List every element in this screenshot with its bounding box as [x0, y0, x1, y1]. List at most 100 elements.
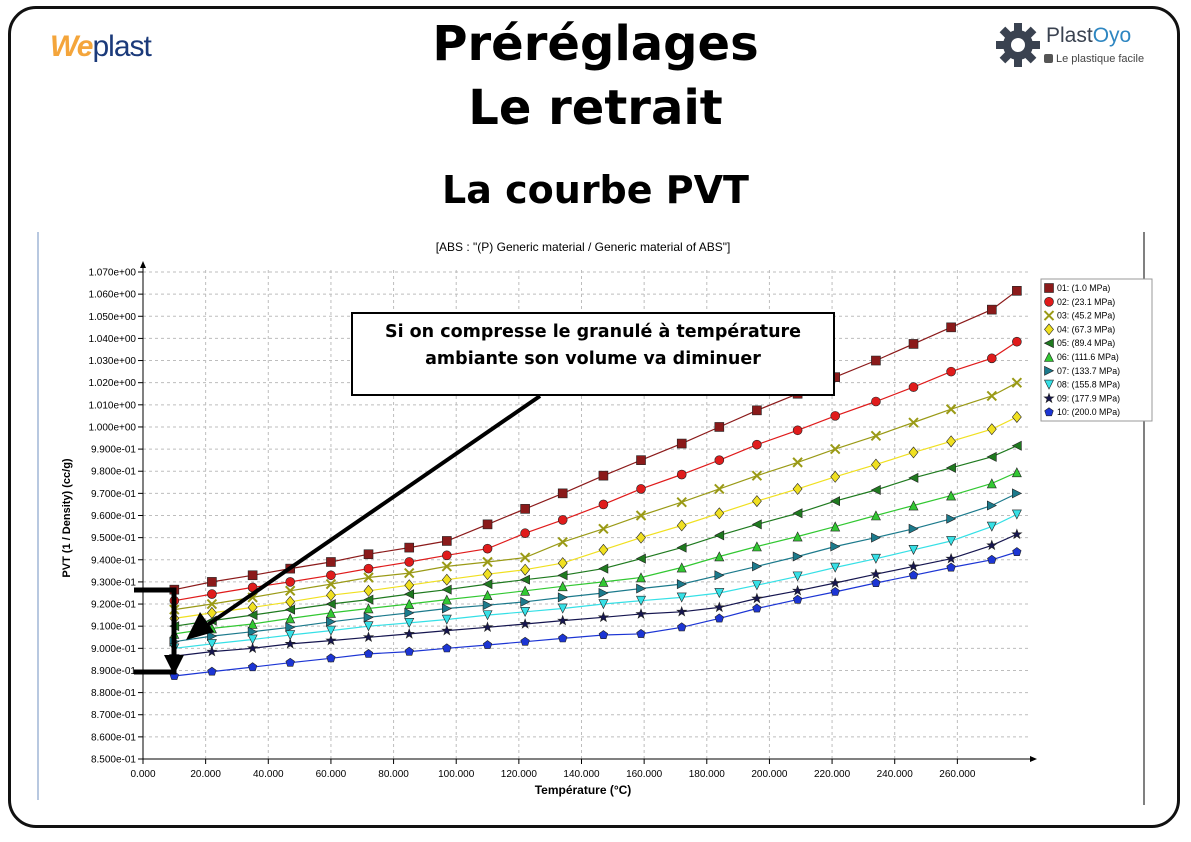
- y-tick-label: 8.500e-01: [91, 755, 136, 766]
- data-point: [482, 568, 493, 581]
- data-point: [792, 594, 803, 604]
- x-tick-label: 120.000: [501, 769, 538, 780]
- data-point: [247, 618, 258, 629]
- data-point: [871, 578, 881, 588]
- data-point: [986, 451, 997, 462]
- data-point: [519, 552, 531, 563]
- data-point: [363, 594, 374, 605]
- data-point: [520, 596, 531, 607]
- data-point: [482, 600, 493, 611]
- data-point: [442, 603, 452, 614]
- data-point: [442, 536, 452, 546]
- data-point: [285, 585, 296, 596]
- data-point: [404, 567, 415, 579]
- data-point: [247, 610, 258, 621]
- data-point: [713, 601, 725, 613]
- data-point: [987, 554, 997, 564]
- data-point: [403, 627, 415, 639]
- data-point: [946, 366, 956, 377]
- data-point: [482, 519, 493, 530]
- series-3: [169, 377, 1023, 615]
- data-point: [871, 355, 881, 366]
- data-point: [870, 485, 881, 496]
- data-point: [714, 551, 725, 562]
- data-point: [404, 542, 415, 553]
- series-9: [168, 528, 1023, 661]
- data-point: [363, 549, 374, 560]
- legend-label: 02: (23.1 MPa): [1057, 297, 1115, 307]
- data-point: [636, 595, 646, 606]
- data-point: [677, 622, 687, 632]
- logo-plast-text: plast: [92, 30, 151, 63]
- data-point: [442, 643, 452, 653]
- data-point: [792, 457, 803, 468]
- data-point: [676, 542, 687, 553]
- data-point: [908, 523, 919, 534]
- data-point: [598, 543, 609, 556]
- data-point: [907, 560, 920, 572]
- data-point: [598, 630, 609, 640]
- data-point: [326, 570, 336, 581]
- data-point: [946, 562, 956, 572]
- data-point: [908, 500, 919, 511]
- data-point: [520, 504, 530, 514]
- plastoyo-name: PlastOyo: [1046, 24, 1131, 48]
- legend-label: 05: (89.4 MPa): [1057, 338, 1115, 348]
- y-tick-label: 1.020e+00: [88, 378, 136, 389]
- series-line: [174, 471, 1018, 635]
- data-point: [792, 584, 804, 596]
- plastoyo-tagline-text: Le plastique facile: [1056, 53, 1145, 65]
- data-point: [987, 500, 997, 511]
- data-point: [520, 636, 530, 646]
- x-tick-label: 40.000: [253, 769, 284, 780]
- data-point: [751, 519, 762, 530]
- data-point: [635, 510, 647, 521]
- data-point: [908, 570, 919, 580]
- data-point: [829, 577, 841, 588]
- series-10: [169, 547, 1022, 680]
- data-point: [363, 649, 374, 658]
- data-point: [870, 510, 881, 521]
- data-point: [1012, 547, 1022, 557]
- data-point: [635, 553, 646, 564]
- y-axis-label: PVT (1 / Density) (cc/g): [61, 458, 73, 578]
- data-point: [598, 599, 609, 610]
- data-point: [751, 592, 763, 604]
- data-point: [1012, 488, 1023, 499]
- data-point: [325, 578, 337, 590]
- legend-box: [1040, 278, 1153, 422]
- data-point: [598, 563, 609, 574]
- callout-arrow: [186, 394, 542, 640]
- y-tick-label: 9.400e-01: [91, 555, 136, 566]
- data-point: [482, 579, 493, 590]
- data-point: [1012, 336, 1022, 347]
- data-point: [830, 411, 841, 421]
- data-point: [636, 531, 646, 544]
- series-8: [169, 509, 1022, 654]
- data-point: [519, 574, 530, 585]
- legend-marker: [1044, 323, 1054, 336]
- data-point: [520, 563, 531, 576]
- data-point: [558, 633, 568, 643]
- data-point: [908, 417, 919, 428]
- data-point: [714, 530, 725, 541]
- data-point: [636, 629, 646, 638]
- data-point: [404, 618, 415, 629]
- axes: 0.000 20.000 40.000 60.000 80.000 100.000 120.…: [88, 261, 1037, 780]
- data-point: [326, 653, 336, 663]
- data-point: [247, 662, 258, 672]
- legend: 01: (1.0 MPa) 02: (23.1 MPa) 03: (45.2 MPa…: [1040, 278, 1153, 422]
- data-point: [1011, 411, 1022, 423]
- data-point: [557, 570, 568, 581]
- data-point: [598, 576, 609, 587]
- data-point: [597, 611, 610, 623]
- data-point: [714, 422, 725, 432]
- data-point: [598, 587, 609, 598]
- plastoyo-name-part1: Plast: [1046, 24, 1093, 47]
- data-point: [285, 577, 296, 587]
- data-point: [676, 497, 687, 508]
- data-point: [598, 470, 609, 481]
- y-tick-label: 1.070e+00: [88, 268, 136, 279]
- data-point: [557, 557, 568, 570]
- legend-label: 09: (177.9 MPa): [1057, 393, 1120, 403]
